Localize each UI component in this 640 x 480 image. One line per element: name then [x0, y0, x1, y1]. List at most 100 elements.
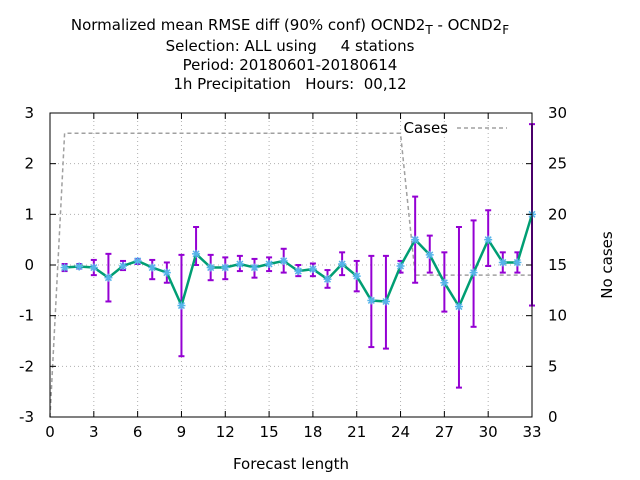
legend-label-cases: Cases	[403, 119, 448, 137]
data-point	[396, 262, 405, 271]
x-tick-label: 21	[347, 423, 366, 441]
data-point-stroke	[250, 264, 259, 272]
data-point-stroke	[104, 274, 112, 282]
data-point	[294, 267, 303, 276]
axes: 0 3 6 9 12 15 18 21 24 27 30 33-3-2-101230510152025…	[19, 104, 616, 473]
data-point-stroke	[499, 258, 507, 266]
data-point	[367, 296, 376, 305]
data-point	[75, 262, 84, 271]
data-point	[484, 235, 493, 244]
data-point	[381, 297, 390, 306]
data-point-stroke	[484, 236, 492, 244]
data-point-stroke	[382, 297, 390, 306]
data-point-stroke	[177, 302, 185, 310]
data-point	[177, 301, 186, 310]
y2-tick-label: 30	[548, 104, 567, 122]
title-subscript-f: F	[502, 23, 510, 37]
data-point-stroke	[75, 262, 83, 271]
y-tick-label: -1	[19, 307, 34, 325]
y-tick-label: 2	[24, 155, 34, 173]
legend: Cases	[403, 119, 507, 137]
chart-title-line-2: Selection: ALL using 4 stations	[165, 37, 415, 55]
data-point-stroke	[294, 267, 302, 275]
y-tick-label: -3	[19, 408, 34, 426]
y2-tick-label: 0	[548, 408, 558, 426]
rmse-diff-series	[60, 210, 536, 311]
data-point-stroke	[367, 296, 375, 304]
data-point	[513, 258, 522, 267]
data-point	[352, 272, 361, 281]
data-point	[454, 302, 463, 311]
data-point	[162, 268, 171, 277]
data-point-stroke	[280, 257, 288, 265]
x-tick-label: 12	[216, 423, 235, 441]
data-point-stroke	[134, 257, 142, 265]
data-point-stroke	[338, 260, 346, 268]
x-tick-label: 27	[435, 423, 454, 441]
x-tick-label: 18	[303, 423, 322, 441]
data-point	[469, 268, 478, 277]
y2-tick-label: 20	[548, 205, 567, 223]
data-point-stroke	[309, 265, 317, 273]
data-point	[279, 256, 288, 265]
y2-axis-label: No cases	[598, 231, 616, 299]
title-main: Normalized mean RMSE diff (90% conf) OCN…	[70, 16, 426, 34]
data-point-stroke	[397, 262, 405, 270]
data-point	[498, 258, 507, 267]
data-point	[323, 275, 332, 284]
data-point-stroke	[163, 269, 171, 277]
cases-series	[49, 132, 532, 418]
data-point	[104, 273, 113, 282]
x-tick-label: 15	[260, 423, 279, 441]
x-tick-label: 33	[522, 423, 541, 441]
chart-title-line-4: 1h Precipitation Hours: 00,12	[173, 75, 407, 93]
data-point	[133, 256, 142, 265]
data-point-stroke	[207, 264, 215, 272]
data-point-stroke	[90, 264, 98, 272]
data-point-stroke	[455, 303, 463, 311]
data-point	[265, 259, 274, 268]
y2-tick-label: 5	[548, 357, 558, 375]
x-tick-label: 30	[479, 423, 498, 441]
x-tick-label: 24	[391, 423, 410, 441]
data-point-stroke	[236, 260, 244, 268]
data-point	[192, 249, 201, 258]
data-point-stroke	[411, 236, 419, 244]
data-point-stroke	[470, 269, 478, 277]
data-point	[89, 263, 98, 272]
title-subscript-t: T	[425, 23, 433, 37]
x-tick-label: 9	[177, 423, 187, 441]
data-point-stroke	[265, 260, 273, 268]
data-point	[338, 259, 347, 268]
y-tick-label: 3	[24, 104, 34, 122]
data-point	[148, 263, 157, 272]
y2-tick-label: 15	[548, 256, 567, 274]
data-point	[440, 278, 449, 287]
cases-line	[49, 132, 532, 418]
y-tick-label: -2	[19, 357, 34, 375]
data-point-stroke	[353, 272, 361, 280]
chart-title-line-1: Normalized mean RMSE diff (90% conf) OCN…	[0, 16, 580, 40]
data-point	[250, 263, 259, 272]
data-point	[235, 259, 244, 268]
data-point-stroke	[119, 262, 127, 270]
y-tick-label: 1	[24, 205, 34, 223]
y2-tick-label: 25	[548, 155, 567, 173]
title-mid: - OCND2	[432, 16, 503, 34]
data-point	[206, 263, 215, 272]
data-point-stroke	[61, 264, 69, 272]
data-point-stroke	[323, 275, 332, 283]
data-point-stroke	[148, 264, 156, 272]
data-point-stroke	[221, 264, 229, 272]
data-point	[425, 250, 434, 259]
data-point-stroke	[513, 258, 521, 266]
data-point	[411, 235, 420, 244]
data-point-stroke	[440, 279, 448, 287]
y-tick-label: 0	[24, 256, 34, 274]
x-tick-label: 6	[133, 423, 143, 441]
y2-tick-label: 10	[548, 307, 567, 325]
data-point	[308, 265, 317, 274]
data-point-stroke	[426, 251, 434, 259]
x-tick-label: 0	[45, 423, 55, 441]
